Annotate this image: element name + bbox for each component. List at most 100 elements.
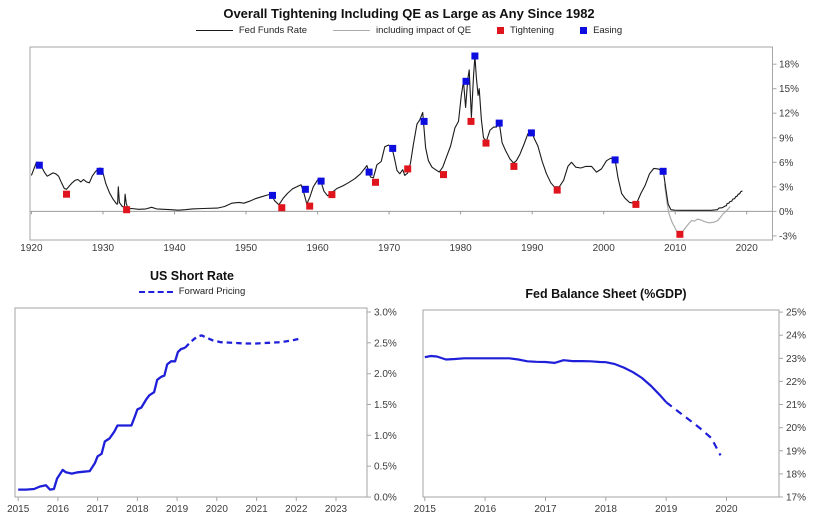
x-axis-label: 2000 bbox=[593, 243, 616, 254]
tightening-marker bbox=[372, 178, 379, 186]
x-axis-label: 1930 bbox=[92, 243, 115, 254]
y-axis-label: 2.0% bbox=[374, 369, 397, 380]
tightening-marker bbox=[278, 204, 286, 212]
tightening-marker bbox=[676, 230, 684, 238]
y-axis-label: 1.0% bbox=[374, 431, 397, 442]
tightening-marker bbox=[510, 162, 518, 170]
tightening-marker bbox=[553, 186, 561, 194]
x-axis-label: 1940 bbox=[163, 243, 186, 254]
tightening-marker bbox=[63, 190, 70, 198]
legend-label: Fed Funds Rate bbox=[238, 25, 307, 36]
plot-frame bbox=[422, 309, 780, 498]
y-axis-label: 15% bbox=[779, 84, 799, 95]
plot-frame bbox=[14, 307, 368, 498]
tightening-marker bbox=[123, 206, 131, 214]
y-axis-label: 6% bbox=[779, 158, 794, 169]
fed-balance-sheet-forecast-line bbox=[665, 401, 722, 456]
y-axis-label: 24% bbox=[786, 331, 806, 342]
tightening-marker bbox=[632, 200, 640, 208]
y-axis-label: 25% bbox=[786, 308, 806, 319]
x-axis-label: 2017 bbox=[86, 504, 109, 515]
fed-history-legend: Fed Funds Rate including impact of QE Tigh… bbox=[0, 25, 818, 36]
easing-marker bbox=[96, 167, 104, 175]
y-axis-label: 18% bbox=[779, 60, 799, 71]
us-short-rate-legend: Forward Pricing bbox=[0, 286, 384, 297]
easing-marker bbox=[301, 185, 309, 193]
x-axis-label: 2016 bbox=[474, 504, 497, 515]
x-axis-label: 2010 bbox=[664, 243, 687, 254]
legend-item-fed-funds-rate: Fed Funds Rate bbox=[195, 25, 307, 36]
easing-marker bbox=[462, 77, 470, 85]
plot-frame bbox=[29, 46, 773, 241]
fed-balance-sheet-line bbox=[424, 354, 668, 403]
legend-label: including impact of QE bbox=[376, 25, 472, 36]
easing-marker bbox=[365, 168, 373, 176]
easing-marker bbox=[269, 191, 276, 199]
easing-marker bbox=[389, 144, 397, 152]
x-axis-label: 1950 bbox=[235, 243, 258, 254]
including-impact-of-qe-line bbox=[663, 183, 731, 236]
us-short-rate-line bbox=[18, 346, 186, 491]
x-axis-label: 2022 bbox=[285, 504, 308, 515]
x-axis-label: 2018 bbox=[595, 504, 618, 515]
x-axis-label: 2016 bbox=[47, 504, 70, 515]
legend-label: Forward Pricing bbox=[178, 286, 246, 297]
x-axis-label: 2018 bbox=[126, 504, 149, 515]
x-axis-label: 1980 bbox=[449, 243, 472, 254]
tightening-marker-icon bbox=[497, 27, 505, 34]
tightening-marker bbox=[328, 191, 336, 199]
y-axis-label: 3% bbox=[779, 182, 794, 193]
tightening-marker bbox=[467, 117, 475, 125]
y-axis-label: -3% bbox=[779, 231, 797, 242]
y-axis-label: 3.0% bbox=[374, 308, 397, 319]
fed-funds-rate-line bbox=[30, 55, 743, 211]
legend-item-including-impact-of-qe: including impact of QE bbox=[333, 25, 471, 36]
easing-marker bbox=[420, 117, 428, 125]
y-axis-label: 23% bbox=[786, 354, 806, 365]
x-axis-label: 2023 bbox=[325, 504, 348, 515]
legend-item-easing: Easing bbox=[580, 25, 622, 36]
tightening-marker bbox=[440, 171, 447, 179]
y-axis-label: 2.5% bbox=[374, 338, 397, 349]
x-axis-label: 2021 bbox=[245, 504, 268, 515]
y-axis-label: 22% bbox=[786, 377, 806, 388]
tightening-marker bbox=[482, 139, 490, 147]
y-axis-label: 0% bbox=[779, 207, 794, 218]
legend-label: Tightening bbox=[510, 25, 555, 36]
fed-funds-rate-line-icon bbox=[195, 30, 233, 31]
y-axis-label: 18% bbox=[786, 469, 806, 480]
x-axis-label: 2020 bbox=[736, 243, 759, 254]
y-axis-label: 20% bbox=[786, 423, 806, 434]
x-axis-label: 1990 bbox=[521, 243, 544, 254]
fed-history-title: Overall Tightening Including QE as Large… bbox=[223, 6, 595, 21]
easing-marker-icon bbox=[580, 27, 588, 34]
forward-pricing-line bbox=[184, 334, 301, 349]
legend-label: Easing bbox=[593, 25, 623, 36]
x-axis-label: 2020 bbox=[715, 504, 738, 515]
x-axis-label: 1970 bbox=[378, 243, 401, 254]
y-axis-label: 12% bbox=[779, 109, 799, 120]
tightening-marker bbox=[306, 202, 314, 210]
y-axis-label: 17% bbox=[786, 493, 806, 504]
y-axis-label: 1.5% bbox=[374, 400, 397, 411]
x-axis-label: 2020 bbox=[206, 504, 229, 515]
including-impact-of-qe-line-icon bbox=[333, 30, 370, 31]
legend-item-tightening: Tightening bbox=[497, 25, 554, 36]
x-axis-label: 1960 bbox=[306, 243, 329, 254]
easing-marker bbox=[495, 119, 503, 127]
easing-marker bbox=[317, 177, 325, 185]
easing-marker bbox=[659, 167, 667, 175]
easing-marker bbox=[471, 52, 479, 60]
tightening-marker bbox=[404, 165, 412, 173]
y-axis-label: 0.0% bbox=[374, 493, 397, 504]
y-axis-label: 0.5% bbox=[374, 462, 397, 473]
forward-pricing-line-icon bbox=[138, 290, 173, 293]
y-axis-label: 21% bbox=[786, 400, 806, 411]
easing-marker bbox=[611, 156, 619, 164]
x-axis-label: 2019 bbox=[166, 504, 189, 515]
x-axis-label: 2015 bbox=[414, 504, 437, 515]
